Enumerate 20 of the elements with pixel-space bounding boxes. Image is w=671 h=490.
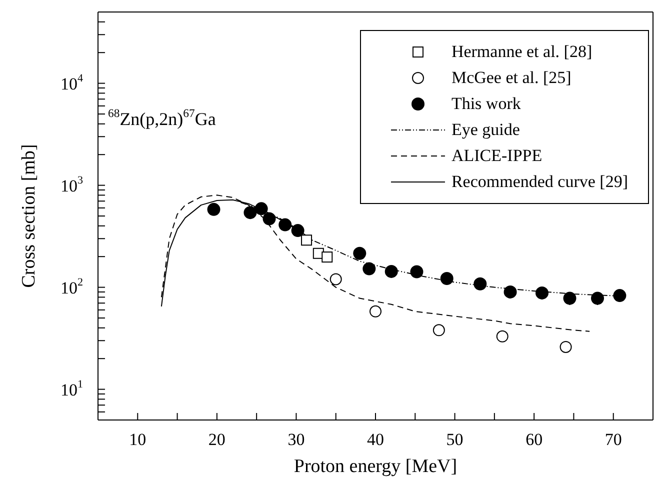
legend-label: Hermanne et al. [28] [451,42,592,62]
x-tick-label: 10 [129,430,146,449]
x-tick-label: 40 [367,430,384,449]
y-tick-label: 10$^{4}$ [60,72,84,94]
legend-label: This work [451,94,521,114]
y-axis-title: Cross section [mb] [18,144,40,288]
x-tick-label: 70 [604,430,622,449]
legend-label: Eye guide [451,120,520,140]
x-tick-label: 50 [446,430,464,449]
legend-label: McGee et al. [25] [451,68,572,88]
x-tick-label: 20 [208,430,226,449]
y-tick-label: 10$^{3}$ [60,174,84,196]
y-tick-label: 10$^{2}$ [60,276,83,298]
legend-label: ALICE-IPPE [451,146,542,166]
y-tick-label: 10$^{1}$ [60,378,83,400]
x-tick-label: 30 [288,430,305,449]
x-axis-title: Proton energy [MeV] [294,456,458,477]
x-tick-label: 60 [526,430,543,449]
legend-label: Recommended curve [29] [451,172,628,192]
annotation: $^{68}$Zn(p,2n)$^{67}$Ga [108,106,216,129]
